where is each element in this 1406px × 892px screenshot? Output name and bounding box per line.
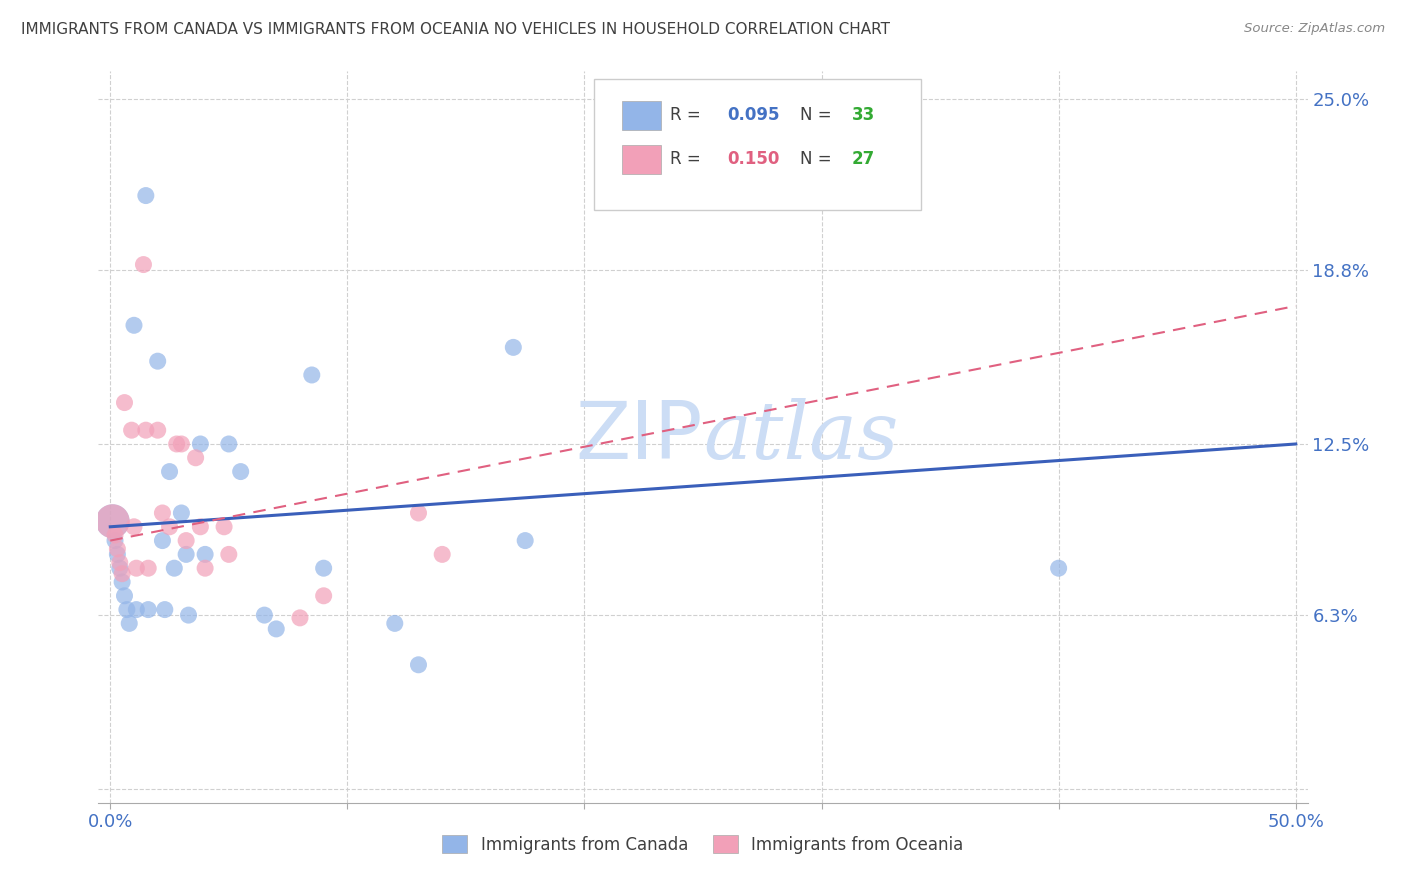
Point	[384, 616, 406, 631]
Text: 0.150: 0.150	[727, 150, 779, 168]
Point	[114, 395, 136, 409]
Point	[122, 318, 145, 333]
Point	[104, 528, 127, 542]
Point	[408, 657, 430, 672]
Point	[121, 423, 143, 437]
Text: atlas: atlas	[703, 399, 898, 475]
Point	[115, 602, 138, 616]
FancyBboxPatch shape	[621, 145, 661, 174]
Point	[194, 561, 217, 575]
Point	[159, 465, 181, 479]
Point	[288, 611, 311, 625]
Text: N =: N =	[800, 150, 837, 168]
Point	[264, 622, 287, 636]
Point	[229, 465, 252, 479]
Point	[408, 506, 430, 520]
Point	[174, 548, 197, 562]
Text: IMMIGRANTS FROM CANADA VS IMMIGRANTS FROM OCEANIA NO VEHICLES IN HOUSEHOLD CORRE: IMMIGRANTS FROM CANADA VS IMMIGRANTS FRO…	[21, 22, 890, 37]
Point	[136, 561, 159, 575]
Point	[146, 423, 169, 437]
Point	[194, 548, 217, 562]
Legend: Immigrants from Canada, Immigrants from Oceania: Immigrants from Canada, Immigrants from …	[436, 829, 970, 860]
Point	[166, 437, 188, 451]
Text: R =: R =	[671, 106, 706, 124]
Point	[174, 533, 197, 548]
Point	[146, 354, 169, 368]
Point	[218, 548, 240, 562]
FancyBboxPatch shape	[595, 78, 921, 211]
Point	[159, 520, 181, 534]
Point	[515, 533, 537, 548]
Point	[111, 574, 134, 589]
Point	[432, 548, 454, 562]
Point	[152, 533, 174, 548]
Text: 27: 27	[852, 150, 875, 168]
Point	[152, 506, 174, 520]
Point	[118, 616, 141, 631]
Text: N =: N =	[800, 106, 837, 124]
Point	[108, 556, 131, 570]
Point	[105, 541, 128, 556]
Point	[101, 514, 124, 528]
Point	[122, 520, 145, 534]
Point	[163, 561, 186, 575]
Point	[136, 602, 159, 616]
Text: 33: 33	[852, 106, 875, 124]
Point	[105, 548, 128, 562]
Text: Source: ZipAtlas.com: Source: ZipAtlas.com	[1244, 22, 1385, 36]
Text: 0.095: 0.095	[727, 106, 780, 124]
Point	[104, 533, 127, 548]
Text: R =: R =	[671, 150, 706, 168]
Point	[170, 506, 193, 520]
Point	[114, 589, 136, 603]
Point	[132, 258, 155, 272]
Point	[312, 561, 335, 575]
Point	[125, 561, 148, 575]
Point	[153, 602, 176, 616]
Point	[135, 423, 157, 437]
Text: ZIP: ZIP	[575, 398, 703, 476]
Point	[170, 437, 193, 451]
Point	[218, 437, 240, 451]
Point	[190, 520, 212, 534]
FancyBboxPatch shape	[621, 101, 661, 130]
Point	[184, 450, 207, 465]
Point	[253, 608, 276, 623]
Point	[125, 602, 148, 616]
Point	[190, 437, 212, 451]
Point	[108, 561, 131, 575]
Point	[111, 566, 134, 581]
Point	[301, 368, 323, 382]
Point	[135, 188, 157, 202]
Point	[177, 608, 200, 623]
Point	[312, 589, 335, 603]
Point	[212, 520, 235, 534]
Point	[1047, 561, 1070, 575]
Point	[502, 340, 524, 354]
Point	[101, 514, 124, 528]
